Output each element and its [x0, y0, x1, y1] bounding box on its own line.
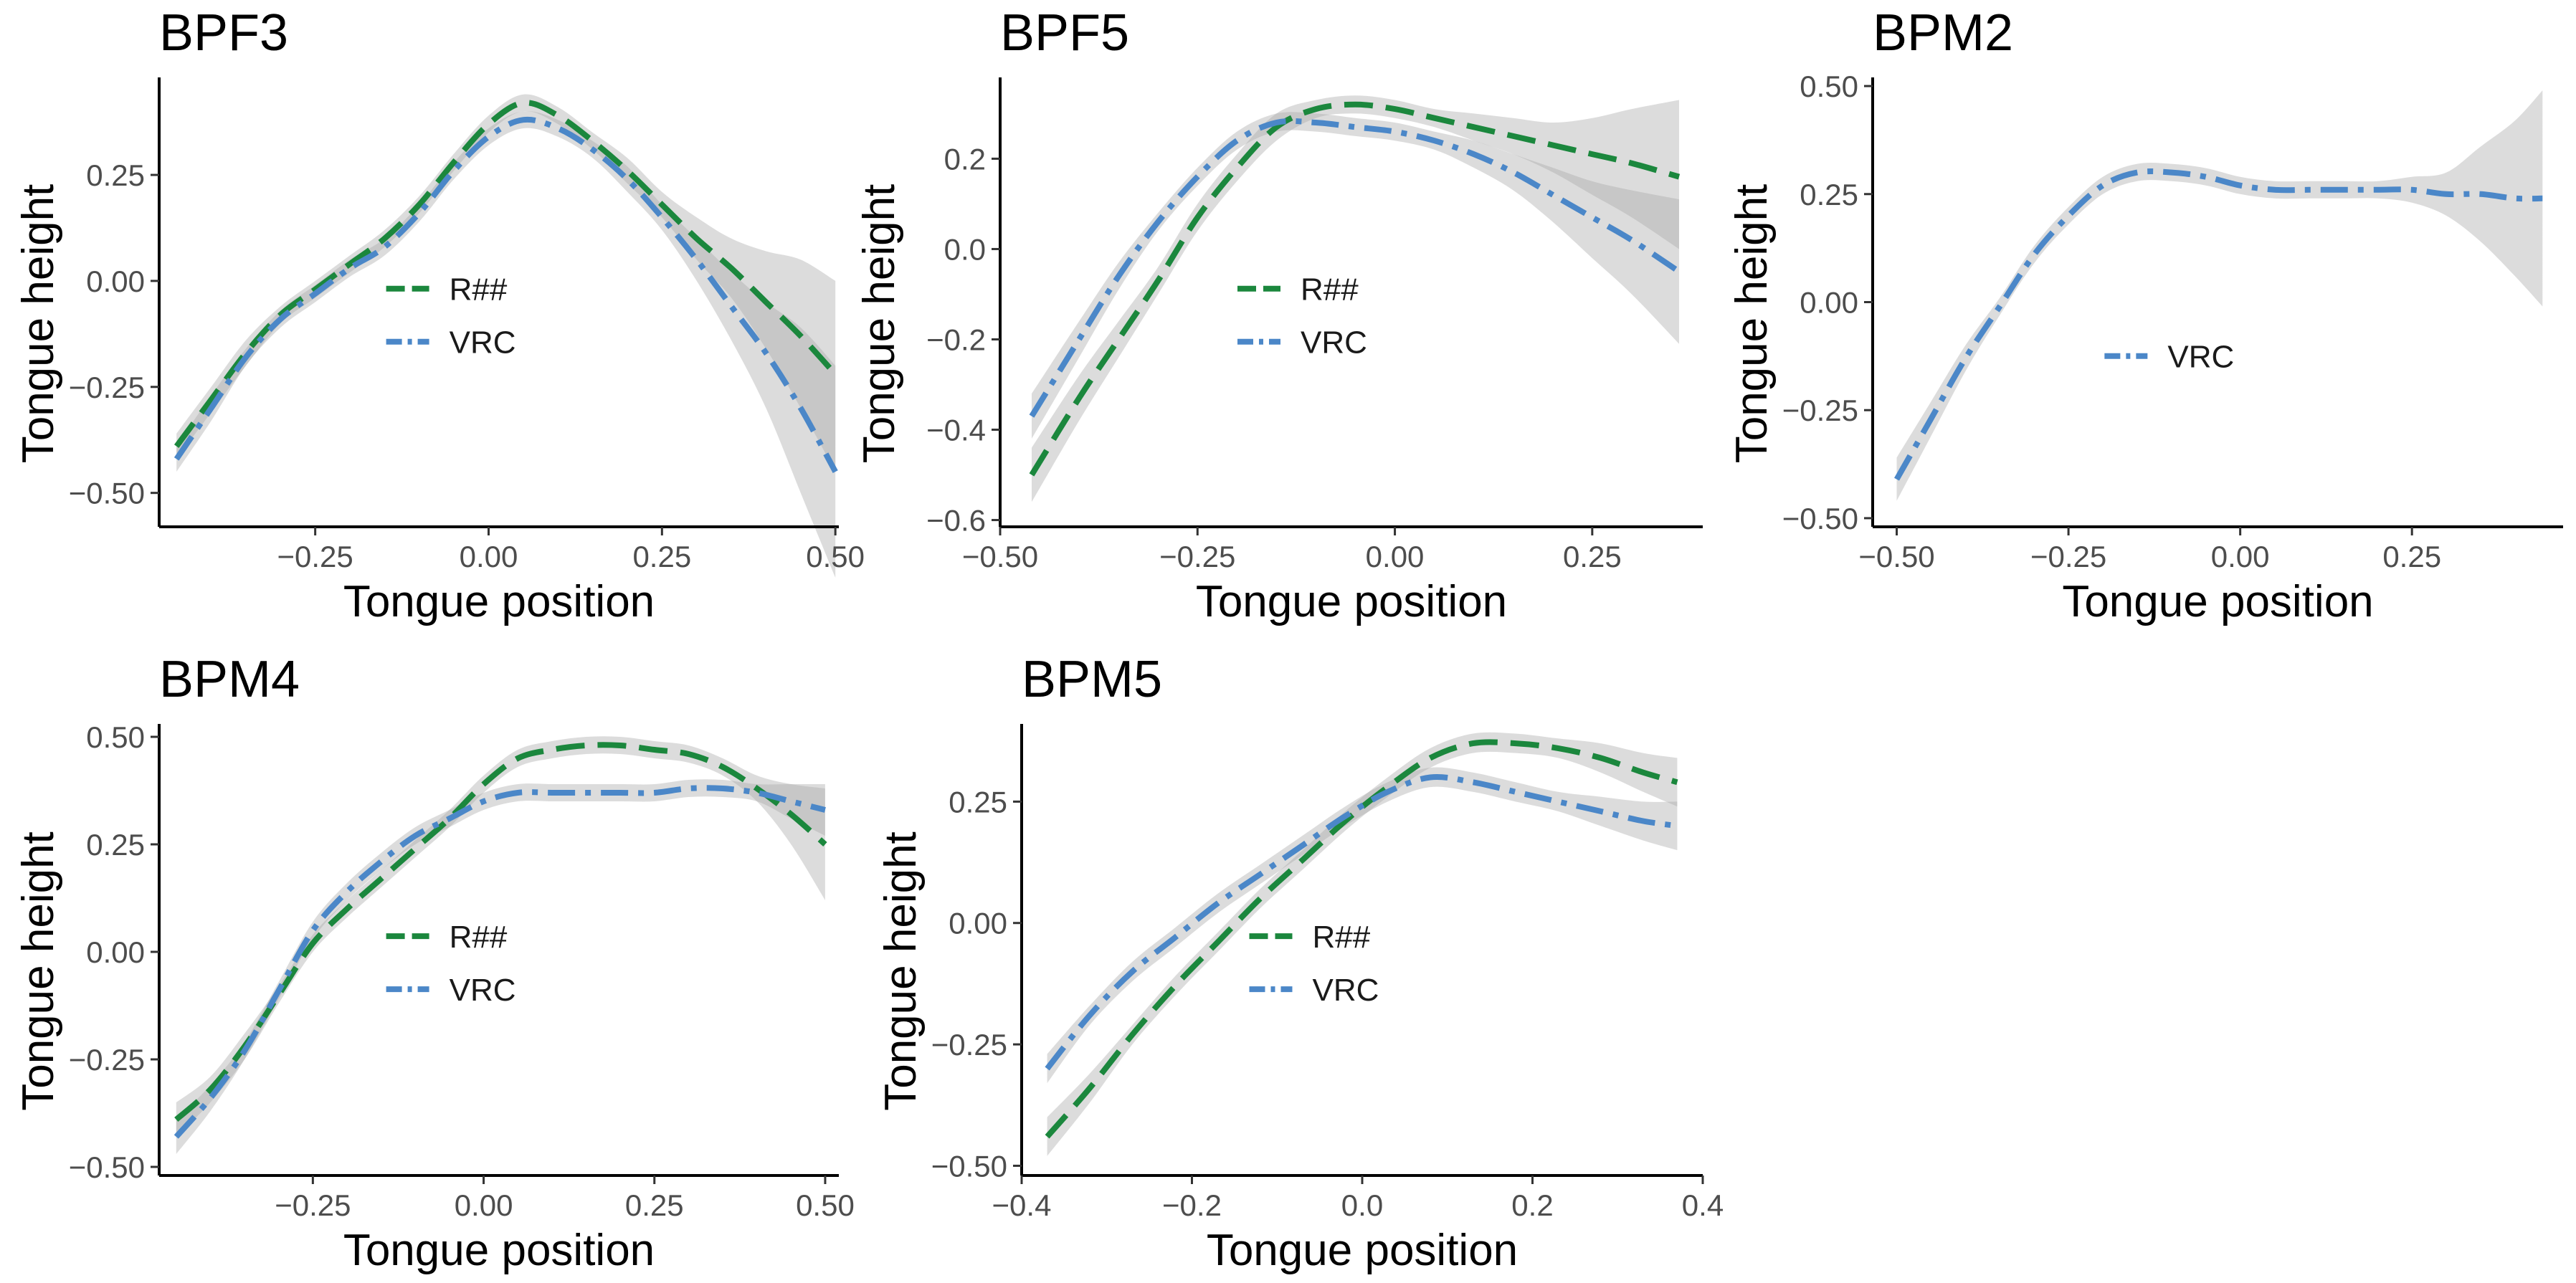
x-tick-label: 0.25 [2382, 540, 2441, 573]
x-tick-label: 0.25 [1563, 540, 1622, 573]
panel-bpm5: BPM5 −0.4 −0.2 0.0 0.2 0.4 −0.50 −0.25 0.00 0.25 T… [876, 651, 1724, 1275]
y-tick-label: −0.6 [926, 504, 986, 538]
y-tick-label: 0.50 [86, 720, 145, 754]
series-line-vrc [1045, 774, 1678, 1071]
legend-label: VRC [1313, 973, 1379, 1008]
confidence-band-vrc [1896, 90, 2543, 501]
legend-label: VRC [2167, 340, 2234, 375]
y-tick-label: 0.00 [86, 935, 145, 969]
panel-title: BPF3 [159, 4, 288, 62]
legend-label: R## [450, 272, 508, 307]
confidence-band-vrc [176, 110, 836, 578]
x-tick-label: 0.00 [2211, 540, 2270, 573]
y-tick-label: −0.2 [926, 323, 986, 356]
series-line-vrc [1894, 168, 2543, 481]
panel-bpf5: BPF5 −0.50 −0.25 0.00 0.25 −0.6 −0.4 −0.2 0.0 0.2… [855, 4, 1703, 626]
legend-label: VRC [1301, 325, 1367, 361]
legend: R## VRC [1237, 272, 1367, 361]
legend: R## VRC [1249, 920, 1379, 1008]
y-tick-label: −0.50 [1782, 502, 1858, 535]
legend: VRC [2104, 340, 2234, 375]
x-tick-label: 0.2 [1511, 1188, 1553, 1222]
y-tick-label: −0.25 [69, 1043, 145, 1077]
x-tick-label: 0.00 [460, 540, 518, 573]
series-line-vrc [1029, 118, 1681, 418]
panel-bpf3: BPF3 −0.25 0.00 0.25 0.50 −0.50 −0.25 0.00 0.25 T… [14, 4, 865, 626]
y-tick-label: 0.25 [949, 785, 1007, 819]
y-tick-label: −0.50 [931, 1149, 1007, 1183]
x-tick-label: 0.4 [1682, 1188, 1724, 1222]
y-tick-label: −0.25 [1782, 394, 1858, 427]
y-tick-label: 0.25 [86, 158, 145, 192]
y-tick-label: 0.00 [949, 907, 1007, 940]
x-tick-label: 0.25 [632, 540, 691, 573]
x-axis-title: Tongue position [343, 1226, 655, 1275]
legend-label: R## [1301, 272, 1359, 307]
x-tick-label: −0.2 [1162, 1188, 1222, 1222]
x-axis-title: Tongue position [2062, 577, 2373, 626]
x-tick-label: 0.00 [455, 1188, 513, 1222]
legend-label: R## [450, 920, 508, 955]
y-axis-title: Tongue height [14, 184, 63, 464]
y-tick-label: −0.50 [69, 477, 145, 510]
series-line-vrc [174, 116, 838, 474]
y-tick-label: 0.0 [944, 232, 986, 266]
legend: R## VRC [386, 920, 516, 1008]
y-axis-title: Tongue height [1727, 184, 1777, 464]
confidence-band-vrc [1047, 767, 1678, 1084]
panel-bpm2: BPM2 −0.50 −0.25 0.00 0.25 −0.50 −0.25 0.00 0.25… [1727, 4, 2563, 626]
legend-label: R## [1313, 920, 1371, 955]
legend-label: VRC [450, 325, 516, 361]
x-tick-label: −0.25 [275, 1188, 351, 1222]
y-axis-title: Tongue height [876, 831, 926, 1111]
x-tick-label: −0.50 [962, 540, 1038, 573]
y-tick-label: 0.00 [86, 264, 145, 298]
panel-bpm4: BPM4 −0.25 0.00 0.25 0.50 −0.50 −0.25 0.00 0.25 0… [14, 651, 855, 1275]
x-tick-label: −0.4 [992, 1188, 1052, 1222]
series-line-rhh [174, 100, 838, 448]
confidence-band-rhh [1032, 95, 1679, 502]
panel-title: BPM4 [159, 651, 300, 708]
series-line-rhh [174, 742, 827, 1122]
y-tick-label: −0.50 [69, 1150, 145, 1184]
y-tick-label: −0.25 [69, 371, 145, 404]
y-tick-label: 0.25 [86, 828, 145, 862]
confidence-band-rhh [1047, 732, 1678, 1156]
y-axis-title: Tongue height [14, 831, 63, 1111]
y-tick-label: 0.2 [944, 142, 986, 176]
panel-title: BPM5 [1022, 651, 1162, 708]
x-tick-label: −0.25 [277, 540, 353, 573]
series-line-rhh [1029, 101, 1681, 477]
y-tick-label: 0.00 [1800, 286, 1858, 320]
x-tick-label: 0.50 [796, 1188, 855, 1222]
x-axis-title: Tongue position [1207, 1226, 1518, 1275]
series-line-rhh [1045, 739, 1678, 1139]
x-tick-label: 0.50 [806, 540, 865, 573]
x-tick-label: −0.25 [1159, 540, 1235, 573]
x-tick-label: 0.00 [1366, 540, 1425, 573]
confidence-band-vrc [176, 779, 825, 1154]
y-tick-label: 0.25 [1800, 178, 1858, 211]
legend: R## VRC [386, 272, 516, 361]
y-tick-label: −0.25 [931, 1028, 1007, 1062]
x-axis-title: Tongue position [1196, 577, 1507, 626]
y-tick-label: 0.50 [1800, 70, 1858, 103]
x-axis-title: Tongue position [343, 577, 655, 626]
x-tick-label: 0.0 [1341, 1188, 1383, 1222]
x-tick-label: 0.25 [625, 1188, 684, 1222]
y-axis-title: Tongue height [855, 184, 904, 464]
y-tick-label: −0.4 [926, 414, 986, 447]
legend-label: VRC [450, 973, 516, 1008]
panel-title: BPM2 [1873, 4, 2013, 62]
panel-title: BPF5 [1000, 4, 1129, 62]
x-tick-label: −0.25 [2030, 540, 2106, 573]
x-tick-label: −0.50 [1858, 540, 1934, 573]
series-line-vrc [174, 785, 826, 1139]
